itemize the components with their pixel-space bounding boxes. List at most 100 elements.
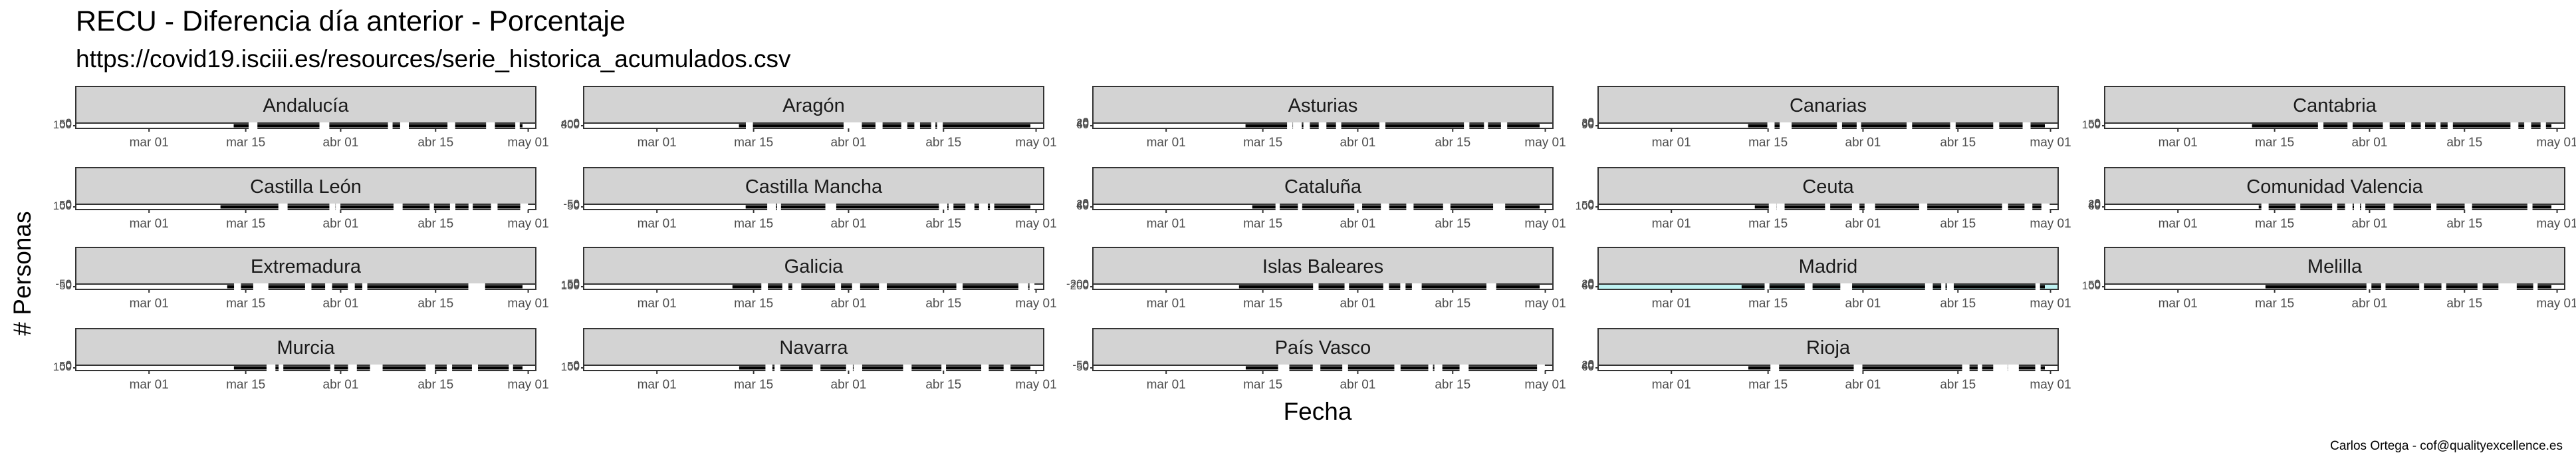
x-tick-label: abr 01 [323, 217, 359, 231]
series-gap [774, 365, 780, 371]
series-gap [941, 365, 947, 371]
x-tick-label: abr 01 [1340, 297, 1376, 311]
series-gap [515, 122, 520, 129]
y-tick-label: 60 [2088, 200, 2101, 212]
x-tick-label: mar 15 [1243, 297, 1282, 311]
y-tick-label: 40 [1581, 279, 1594, 291]
series-gap [1962, 365, 1970, 371]
y-tick-label: 50 [1076, 361, 1089, 373]
y-tick-label: 50 [59, 199, 72, 212]
y-tick-label: 20 [1076, 198, 1089, 210]
x-tick-label: mar 15 [734, 217, 773, 231]
x-tick-label: may 01 [1524, 136, 1566, 150]
y-tick-label: 0 [1588, 198, 1594, 210]
facet-strip [1597, 247, 2059, 285]
x-tick-label: may 01 [507, 217, 548, 231]
series-gap [1018, 283, 1025, 290]
facet-strip [2104, 167, 2565, 205]
facet-panel: País Vasco 500-50 mar 01 mar 15 abr 01 abr 15… [1072, 328, 1566, 392]
x-tick-label: mar 15 [1748, 378, 1788, 392]
x-tick-label: abr 01 [1340, 217, 1376, 231]
x-tick-label: may 01 [2536, 217, 2576, 231]
series-gap [939, 204, 948, 210]
x-tick-label: mar 01 [2159, 297, 2198, 311]
series-gap [2008, 365, 2016, 371]
series-gap [2035, 283, 2040, 290]
series-gap [901, 122, 907, 129]
series-gap [2510, 122, 2519, 129]
x-tick-label: mar 01 [638, 378, 677, 392]
x-tick-label: abr 15 [1940, 217, 1976, 231]
series-gap [1342, 365, 1348, 371]
series-gap [1492, 283, 1496, 290]
series-gap [336, 204, 341, 210]
facet-strip-label: País Vasco [1275, 337, 1371, 359]
series-gap [1381, 204, 1389, 210]
series-gap [2345, 204, 2353, 210]
series-gap [2361, 204, 2366, 210]
x-tick-label: abr 15 [417, 297, 453, 311]
series-gap [956, 283, 963, 290]
series-gap [825, 204, 833, 210]
x-tick-label: abr 01 [1845, 136, 1881, 150]
facet-strip-label: Aragón [782, 95, 845, 116]
facet-strip-label: Navarra [779, 337, 848, 359]
series-gap [1394, 365, 1401, 371]
series-gap [1993, 122, 2000, 129]
series-gap [2035, 365, 2041, 371]
series-gap [486, 122, 491, 129]
y-tick-label: 50 [567, 277, 580, 290]
series-gap [425, 365, 435, 371]
facet-strip-label: Cantabria [2293, 95, 2377, 116]
y-tick-label: 0 [1083, 279, 1089, 291]
series-gap [2002, 204, 2008, 210]
series-gap [1764, 283, 1770, 290]
y-tick-label: 0 [66, 116, 72, 129]
series-gap [253, 283, 260, 290]
x-tick-label: abr 15 [2446, 136, 2482, 150]
facet-strip-label: Melilla [2307, 256, 2363, 277]
y-tick-label: 100 [53, 361, 72, 373]
y-tick-label: 50 [59, 118, 72, 130]
series-gap [1298, 204, 1302, 210]
series-gap [835, 283, 842, 290]
series-gap [1464, 122, 1470, 129]
y-tick-label: 50 [2088, 118, 2101, 130]
y-tick-label: 60 [1076, 118, 1089, 131]
x-tick-label: may 01 [1524, 217, 1566, 231]
x-tick-label: may 01 [2030, 217, 2071, 231]
x-tick-label: abr 15 [417, 378, 453, 392]
series-gap [1804, 283, 1810, 290]
series-gap [812, 365, 821, 371]
x-tick-label: abr 15 [925, 217, 961, 231]
series-gap [1941, 283, 1946, 290]
x-tick-label: may 01 [1015, 378, 1056, 392]
x-tick-label: mar 01 [1147, 136, 1186, 150]
x-tick-label: mar 15 [1748, 297, 1788, 311]
x-tick-label: mar 01 [130, 136, 169, 150]
series-gap [2447, 122, 2453, 129]
y-tick-label: 200 [1070, 279, 1089, 292]
x-tick-label: mar 01 [638, 217, 677, 231]
series-gap [1840, 283, 1845, 290]
series-gap [1314, 365, 1320, 371]
series-gap [1318, 122, 1327, 129]
series-gap [1767, 122, 1775, 129]
x-tick-label: abr 01 [2352, 217, 2388, 231]
x-tick-label: may 01 [2030, 136, 2071, 150]
y-tick-label: -50 [1072, 359, 1089, 371]
x-tick-label: may 01 [1524, 378, 1566, 392]
series-gap [1379, 122, 1386, 129]
series-gap [2012, 365, 2019, 371]
series-gap [931, 122, 936, 129]
x-tick-label: abr 15 [925, 378, 961, 392]
y-tick-label: 100 [561, 361, 580, 373]
x-tick-label: abr 01 [831, 136, 867, 150]
series-gap [2347, 122, 2353, 129]
